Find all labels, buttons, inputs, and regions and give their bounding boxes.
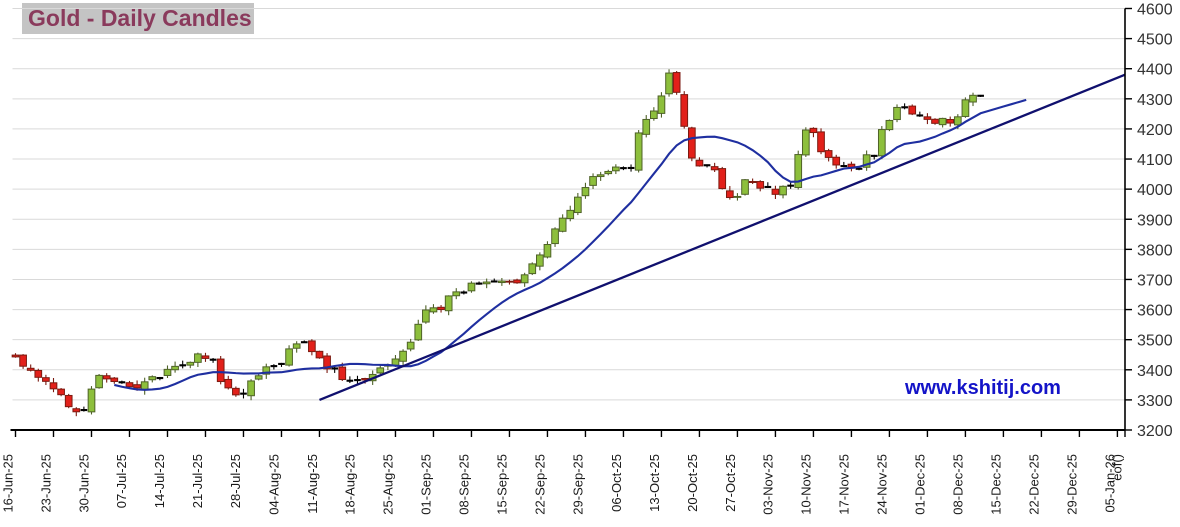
svg-text:3800: 3800 <box>1137 242 1173 259</box>
svg-text:3900: 3900 <box>1137 212 1173 229</box>
svg-text:4500: 4500 <box>1137 32 1173 49</box>
svg-text:www.kshitij.com: www.kshitij.com <box>904 377 1061 399</box>
svg-text:3500: 3500 <box>1137 333 1173 350</box>
svg-text:4300: 4300 <box>1137 92 1173 109</box>
svg-text:3200: 3200 <box>1137 423 1173 440</box>
svg-text:4000: 4000 <box>1137 182 1173 199</box>
svg-text:3600: 3600 <box>1137 303 1173 320</box>
svg-text:4200: 4200 <box>1137 122 1173 139</box>
svg-text:3300: 3300 <box>1137 393 1173 410</box>
svg-text:4100: 4100 <box>1137 152 1173 169</box>
svg-text:3700: 3700 <box>1137 272 1173 289</box>
svg-text:4600: 4600 <box>1137 2 1173 19</box>
svg-text:4400: 4400 <box>1137 62 1173 79</box>
svg-text:3400: 3400 <box>1137 363 1173 380</box>
